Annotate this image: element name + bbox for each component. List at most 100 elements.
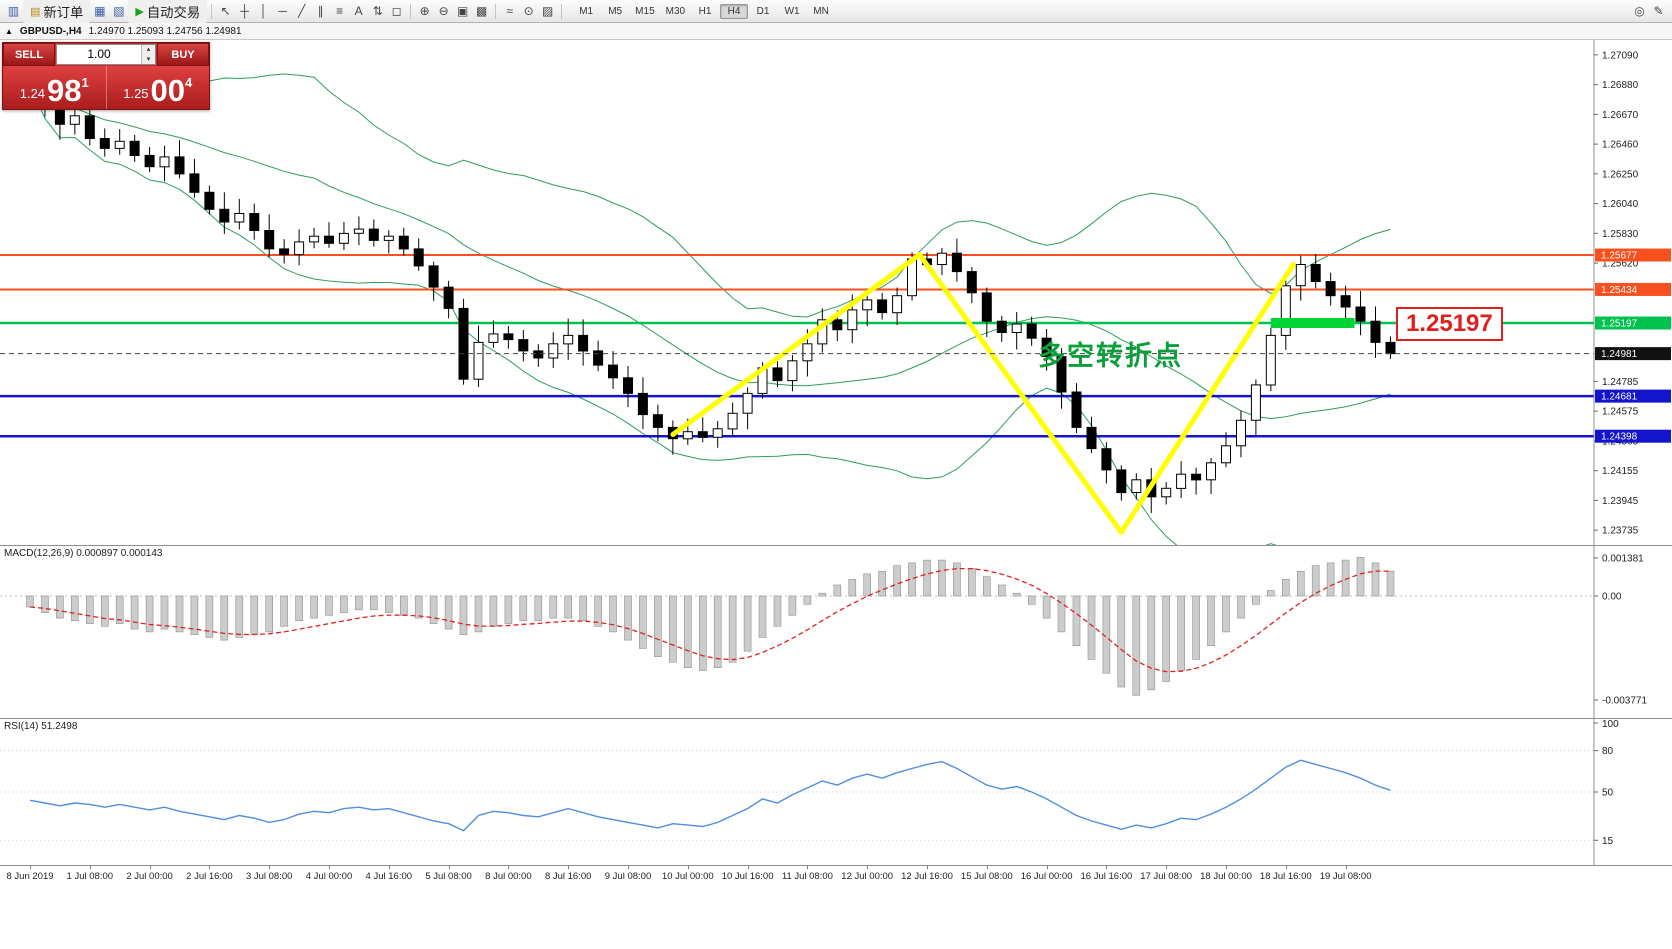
time-label: 11 Jul 08:00 <box>781 871 833 882</box>
new-order-icon: ▤ <box>30 5 41 18</box>
profiles-icon[interactable]: ▦ <box>94 4 106 18</box>
volume-down-icon[interactable]: ▾ <box>142 54 155 64</box>
time-tick <box>1166 866 1168 869</box>
macd-label: MACD(12,26,9) 0.000897 0.000143 <box>4 548 163 559</box>
buy-price[interactable]: 1.25 00 4 <box>107 66 210 109</box>
fibonacci-icon[interactable]: ≡ <box>336 4 344 18</box>
svg-text:0.001381: 0.001381 <box>1602 553 1644 564</box>
tf-m30-button[interactable]: M30 <box>665 5 686 17</box>
chart-canvas[interactable]: 1.27090 1.26880 1.26670 1.26460 1.26250 1.260… <box>0 40 1672 545</box>
time-label: 18 Jul 00:00 <box>1200 871 1252 882</box>
tf-w1-button[interactable]: W1 <box>784 5 800 17</box>
chart-text-annotation: 多空转折点 <box>1038 341 1183 371</box>
sell-price-big: 98 <box>47 73 82 108</box>
zoom-in-icon[interactable]: ⊕ <box>419 4 430 18</box>
app-icon: ▥ <box>7 4 20 18</box>
rsi-panel: RSI(14) 51.2498 100 80 50 15 <box>0 718 1672 865</box>
time-tick <box>89 866 91 869</box>
auto-trading-label: 自动交易 <box>146 4 201 20</box>
trendline-icon[interactable]: ╱ <box>298 4 306 18</box>
svg-text:1.25830: 1.25830 <box>1602 229 1639 240</box>
auto-trading-play-icon: ▶ <box>135 5 144 18</box>
tf-m5-button[interactable]: M5 <box>608 5 623 17</box>
tf-mn-button[interactable]: MN <box>813 5 829 17</box>
time-label: 17 Jul 08:00 <box>1140 871 1193 882</box>
svg-text:1.26880: 1.26880 <box>1602 80 1639 91</box>
auto-trading-button[interactable]: ▶ 自动交易 <box>128 0 208 23</box>
time-label: 8 Jul 16:00 <box>544 871 592 882</box>
svg-text:1.26250: 1.26250 <box>1602 169 1639 180</box>
search-icon[interactable]: ◎ <box>1634 4 1645 18</box>
tf-m1-button[interactable]: M1 <box>579 5 594 17</box>
time-tick <box>269 866 271 869</box>
market-watch-icon[interactable]: ▧ <box>113 4 125 18</box>
time-label: 1 Jul 08:00 <box>66 871 114 882</box>
time-label: 2 Jul 16:00 <box>186 871 233 882</box>
rsi-label: RSI(14) 51.2498 <box>4 721 78 732</box>
cursor-icon[interactable]: ↖ <box>220 4 231 18</box>
text-label-icon[interactable]: A <box>354 4 363 18</box>
svg-text:1.23945: 1.23945 <box>1602 496 1639 507</box>
time-tick <box>747 866 749 869</box>
time-tick <box>568 866 570 869</box>
time-tick <box>388 866 390 869</box>
time-tick <box>448 866 450 869</box>
tf-d1-button[interactable]: D1 <box>756 5 770 17</box>
svg-text:50: 50 <box>1602 788 1614 799</box>
buy-price-big: 00 <box>150 73 186 108</box>
timeframe-group: M1 M5 M15 M30 H1 H4 D1 W1 MN <box>572 3 835 19</box>
shapes-icon[interactable]: ◻ <box>391 4 402 18</box>
sell-price-small: 1.24 <box>19 86 46 101</box>
sell-price[interactable]: 1.24 98 1 <box>3 66 107 109</box>
horizontal-line-icon[interactable]: ─ <box>278 4 287 18</box>
new-order-button[interactable]: ▤ 新订单 <box>23 0 91 23</box>
time-label: 4 Jul 16:00 <box>365 871 413 882</box>
rsi-line <box>29 759 1391 832</box>
svg-text:80: 80 <box>1602 746 1614 757</box>
bollinger-bands <box>29 72 1391 545</box>
time-tick <box>1226 866 1227 869</box>
buy-button[interactable]: BUY <box>157 43 209 66</box>
time-label: 4 Jul 00:00 <box>305 871 353 882</box>
time-label: 19 Jul 08:00 <box>1319 871 1372 882</box>
svg-text:1.25434: 1.25434 <box>1601 285 1638 296</box>
svg-text:1.26460: 1.26460 <box>1602 140 1639 151</box>
arrows-icon[interactable]: ⇅ <box>372 4 383 18</box>
volume-input[interactable]: 1.00 <box>87 47 111 61</box>
vertical-line-icon[interactable]: │ <box>259 4 268 18</box>
time-tick <box>1285 866 1287 869</box>
time-axis[interactable]: 8 Jun 2019 1 Jul 08:00 2 Jul 00:00 2 Jul 16… <box>0 865 1672 886</box>
svg-text:1.25677: 1.25677 <box>1601 251 1638 262</box>
sell-button[interactable]: SELL <box>3 43 55 66</box>
svg-text:1.24155: 1.24155 <box>1602 466 1639 477</box>
time-label: 8 Jul 00:00 <box>485 871 532 882</box>
zoom-out-icon[interactable]: ⊖ <box>438 4 449 18</box>
tf-h1-button[interactable]: H1 <box>698 5 712 17</box>
channel-icon[interactable]: ∥ <box>317 4 324 18</box>
tf-m15-button[interactable]: M15 <box>635 5 655 17</box>
time-label: 2 Jul 00:00 <box>126 871 173 882</box>
time-tick <box>209 866 211 869</box>
volume-up-icon[interactable]: ▴ <box>142 45 155 55</box>
svg-text:1.25197: 1.25197 <box>1601 319 1638 330</box>
crosshair-icon[interactable]: ┼ <box>240 4 249 18</box>
macd-canvas: 0.001381 0.00 -0.003771 <box>0 546 1672 718</box>
tf-h4-button[interactable]: H4 <box>720 3 749 19</box>
time-tick <box>867 866 869 869</box>
time-label: 10 Jul 16:00 <box>721 871 774 882</box>
time-tick <box>1046 866 1048 869</box>
time-label: 12 Jul 16:00 <box>901 871 953 882</box>
buy-price-small: 1.25 <box>123 86 149 101</box>
periods-icon[interactable]: ⊙ <box>523 4 534 18</box>
indicators-icon[interactable]: ≈ <box>506 4 513 18</box>
macd-histogram <box>26 557 1395 696</box>
templates-icon[interactable]: ▨ <box>542 4 554 18</box>
time-tick <box>1345 866 1347 869</box>
cascade-windows-icon[interactable]: ▩ <box>476 4 488 18</box>
edit-icon[interactable]: ✎ <box>1653 4 1664 18</box>
svg-text:1.24981: 1.24981 <box>1601 349 1638 360</box>
main-chart[interactable]: 1.27090 1.26880 1.26670 1.26460 1.26250 1.260… <box>0 40 1672 545</box>
new-order-label: 新订单 <box>43 4 84 20</box>
tile-windows-icon[interactable]: ▣ <box>457 4 469 18</box>
time-tick <box>986 866 988 869</box>
